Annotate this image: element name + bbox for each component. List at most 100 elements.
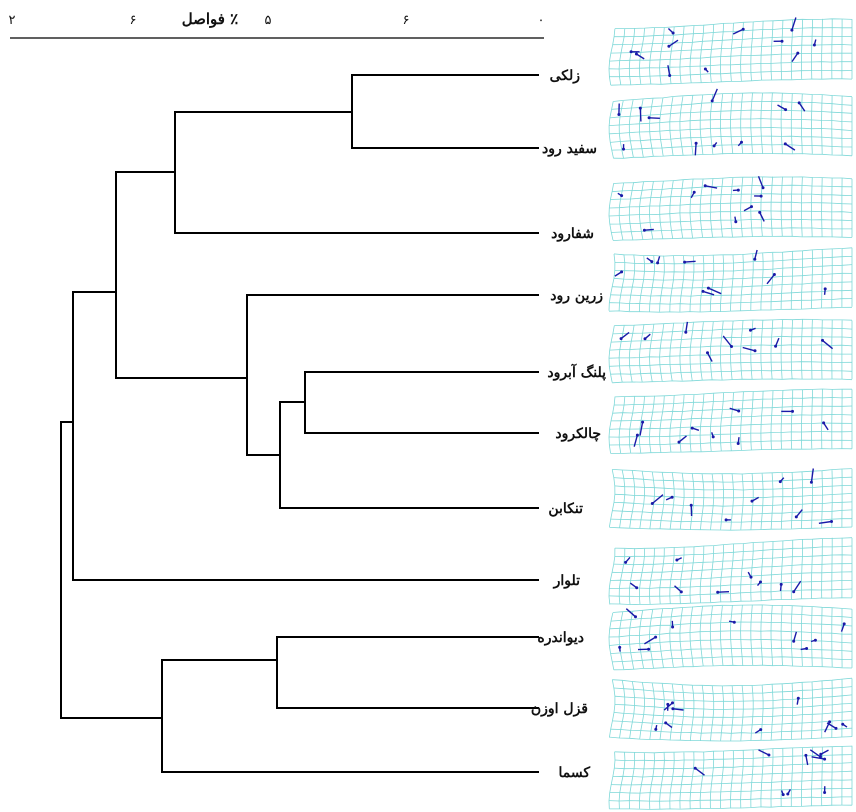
leaf-label-zarrinrud: زرین رود <box>550 288 603 304</box>
landmark-vector <box>757 176 764 189</box>
grid-col-line <box>770 390 774 450</box>
grid-col-line <box>638 396 645 454</box>
grid-col-line <box>719 321 724 381</box>
grid-col-line <box>821 319 823 379</box>
landmark-point <box>618 645 622 649</box>
landmark-point <box>650 502 654 505</box>
grid-col-line <box>659 180 664 239</box>
landmark-point <box>706 351 709 355</box>
grid-col-line <box>760 749 764 808</box>
landmark-point <box>834 726 838 730</box>
grid-col-line <box>699 178 704 238</box>
grid-col-line <box>730 605 734 666</box>
grid-col-line <box>689 95 694 155</box>
grid-col-line <box>710 685 715 741</box>
grid-col-line <box>719 392 724 452</box>
grid-col-line <box>750 542 754 601</box>
grid-col-line <box>679 607 684 668</box>
grid-col-line <box>699 322 704 381</box>
landmark-point <box>675 558 679 562</box>
grid-col-line <box>811 606 813 667</box>
landmark-vector <box>732 28 744 35</box>
grid-col-line <box>821 470 823 529</box>
landmark-point <box>822 421 826 425</box>
landmark-vector <box>810 468 814 483</box>
grid-col-line <box>689 606 694 667</box>
landmark-point <box>684 330 688 334</box>
landmark-point <box>781 793 785 797</box>
grid-col-line <box>740 543 744 602</box>
grid-col-line <box>760 604 764 666</box>
grid-col-line <box>780 472 784 530</box>
axis-tick-1: ۲ <box>9 13 16 28</box>
landmark-vector <box>685 321 689 333</box>
leaf-label-palangabrud: پلنگ آبرود <box>547 363 606 381</box>
landmark-point <box>656 261 660 265</box>
landmark-point <box>821 338 824 342</box>
landmark-vector <box>668 39 679 47</box>
landmark-point <box>823 287 827 291</box>
grid-col-line <box>770 20 774 80</box>
grid-col-line <box>689 473 695 530</box>
grid-col-line <box>760 21 764 81</box>
grid-col-line <box>649 27 655 85</box>
grid-col-line <box>619 470 626 528</box>
grid-col-line <box>811 539 813 599</box>
landmark-point <box>780 39 784 43</box>
grid-col-line <box>821 607 823 667</box>
landmark-point <box>740 140 743 144</box>
grid-col-line <box>709 605 714 666</box>
landmark-point <box>812 43 816 47</box>
landmark-point <box>796 696 800 700</box>
grid-col-line <box>608 325 615 383</box>
grid-col-line <box>628 28 636 85</box>
landmark-point <box>671 625 675 629</box>
grid-col-line <box>679 473 685 530</box>
grid-col-line <box>821 746 823 806</box>
landmark-point <box>761 186 765 190</box>
grid-col-line <box>760 542 764 601</box>
grid-col-line <box>821 18 823 80</box>
grid-col-line <box>649 609 654 669</box>
grid-col-line <box>719 178 724 238</box>
grid-col-line <box>780 176 783 237</box>
grid-col-line <box>709 545 715 603</box>
grid-col-line <box>740 320 744 380</box>
grid-col-line <box>790 390 794 450</box>
grid-col-line <box>730 543 734 602</box>
grid-col-line <box>649 323 655 382</box>
landmark-vector <box>702 290 715 296</box>
landmark-point <box>671 707 675 711</box>
grid-col-line <box>669 180 674 239</box>
grid-col-line <box>638 610 644 669</box>
landmark-vector <box>667 65 671 76</box>
grid-col-line <box>770 684 774 741</box>
landmark-point <box>620 270 624 274</box>
grid-col-line <box>780 683 784 741</box>
grid-col-line <box>730 320 734 380</box>
grid-col-line <box>730 392 734 451</box>
leaf-label-talvar: تلوار <box>553 573 581 589</box>
deformation-grid-chalakrud <box>608 388 853 454</box>
grid-col-line <box>740 685 744 741</box>
grid-col-line <box>629 470 636 528</box>
landmark-point <box>736 188 740 192</box>
grid-col-line <box>638 324 645 383</box>
grid-row-line <box>613 152 853 159</box>
leaf-label-shafarud: شفارود <box>551 226 594 242</box>
grid-col-line <box>628 325 635 383</box>
landmark-point <box>804 753 808 757</box>
grid-col-line <box>800 389 803 450</box>
grid-col-line <box>689 394 695 453</box>
grid-col-line <box>649 98 654 157</box>
landmark-vector <box>791 17 797 31</box>
landmark-point <box>794 515 798 519</box>
grid-col-line <box>780 251 784 310</box>
grid-col-line <box>628 611 635 670</box>
landmark-point <box>668 74 672 77</box>
landmark-point <box>706 286 710 290</box>
landmark-point <box>786 792 790 796</box>
grid-col-line <box>770 252 774 310</box>
landmark-point <box>784 108 788 112</box>
